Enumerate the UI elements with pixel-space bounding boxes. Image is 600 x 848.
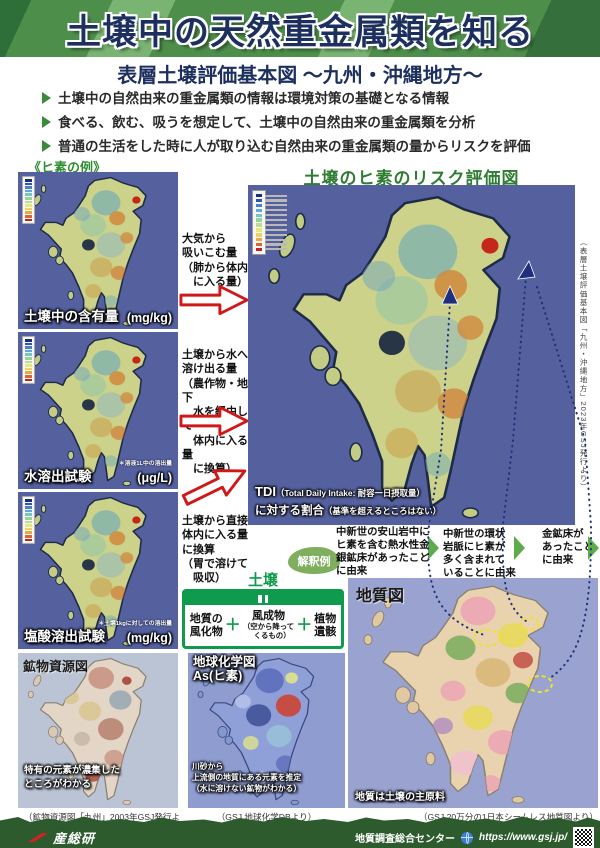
map-label: 地質図 <box>356 588 405 605</box>
aist-brand: 産総研 <box>28 828 95 847</box>
map-label: 地球化学図 As(ヒ素) <box>193 655 256 684</box>
tdi-line2: に対する割合 <box>255 505 324 517</box>
risk-map-legend <box>252 190 287 256</box>
gsj-url-link[interactable]: https://www.gsj.jp/ <box>479 832 567 843</box>
map-caption: （GSJ 地球化学DBより） <box>216 812 317 822</box>
map-legend <box>22 336 35 385</box>
map-water-leach: 水溶出試験 ＊溶液1L中の溶出量 (μg/L) <box>18 332 178 489</box>
map-soil-content: 土壌中の含有量 (mg/kg) <box>18 172 178 329</box>
interpretation-1: 中新世の安山岩中に ヒ素を含む熱水性金 銀鉱床があったこと に由来 <box>336 527 430 577</box>
soil-term-aeolian: 風成物 （空から降って くるもの） <box>243 610 294 640</box>
chevron-right-icon <box>514 536 525 560</box>
risk-map: TDI（Total Daily Intake: 耐容一日摂取量） に対する割合（… <box>248 185 575 525</box>
map-unit: (mg/kg) <box>126 631 172 645</box>
map-label: 土壌中の含有量 <box>24 309 119 324</box>
chevron-right-icon <box>428 536 439 560</box>
map-mineral-resources: 鉱物資源図 特有の元素が濃集した ところがわかる <box>18 653 178 808</box>
soil-equation-box: 地質の 風化物 ＋ 風成物 （空から降って くるもの） ＋ 植物 遺骸 <box>182 589 344 649</box>
bullet-3: 普通の生活をした時に人が取り込む自然由来の重金属類の量からリスクを評価 <box>42 139 582 155</box>
bullet-arrow-icon <box>42 116 51 128</box>
risk-map-source-caption: （表層土壌評価基本図「九州・沖縄地方」2023年GSJ発行より） <box>579 238 588 492</box>
map-geochemical: 地球化学図 As(ヒ素) 川砂から 上流側の地質にある元素を推定 （水に溶けない… <box>188 653 345 808</box>
tdi-abbr: TDI <box>255 484 276 499</box>
tdi-paren: （Total Daily Intake: 耐容一日摂取量） <box>275 488 425 498</box>
map-note: 地質は土壌の主原料 <box>355 792 445 803</box>
map-caption: （GSJ 20万分の1日本シームレス地質図より） <box>418 812 598 822</box>
map-label: 鉱物資源図 <box>23 659 89 674</box>
pathway-direct-text: 土壌から直接 体内に入る量 に換算 （胃で溶けて 吸収） <box>182 515 248 585</box>
equals-icon <box>185 592 341 605</box>
globe-icon <box>461 831 474 844</box>
soil-term-plant: 植物 遺骸 <box>314 612 337 638</box>
qr-code <box>573 827 594 848</box>
plus-sign: ＋ <box>224 616 241 634</box>
map-unit: (μg/L) <box>137 471 172 485</box>
map-unit: (mg/kg) <box>126 311 172 325</box>
map-label: 水溶出試験 <box>24 469 92 484</box>
soil-term-weathered: 地質の 風化物 <box>189 612 223 638</box>
aist-logo-text: 産総研 <box>53 831 96 846</box>
gsj-org-name: 地質調査総合センター <box>355 834 456 845</box>
bullet-2-text: 食べる、飲む、吸うを想定して、土壌中の自然由来の重金属類を分析 <box>58 115 476 130</box>
tdi-line2-paren: （基準を超えるところはない） <box>324 506 441 516</box>
plus-sign: ＋ <box>296 616 313 634</box>
pathway-air-text: 大気から 吸いこむ量 （肺から体内 に入る量） <box>182 233 248 288</box>
red-arrow-icon <box>179 284 249 316</box>
chevron-right-icon <box>588 536 599 560</box>
risk-map-title: 土壌のヒ素のリスク評価図 <box>303 169 520 188</box>
map-geological: 地質図 地質は土壌の主原料 <box>348 578 598 808</box>
map-legend <box>22 176 35 225</box>
interpretation-2: 中新世の環状 岩脈にヒ素が 多く含まれて いることに由来 <box>443 529 516 579</box>
header-banner: 土壌中の天然重金属類を知る <box>0 0 600 57</box>
bullet-arrow-icon <box>42 92 51 104</box>
page-title: 土壌中の天然重金属類を知る <box>65 13 534 52</box>
bullet-1-text: 土壌中の自然由来の重金属類の情報は環境対策の基礎となる情報 <box>58 91 450 106</box>
bullet-arrow-icon <box>42 140 51 152</box>
soil-term-aeolian-sub: （空から降って くるもの） <box>242 621 295 640</box>
map-note: 川砂から 上流側の地質にある元素を推定 （水に溶けない鉱物がわかる） <box>192 762 302 793</box>
map-label: 塩酸溶出試験 <box>24 629 105 644</box>
bullet-2: 食べる、飲む、吸うを想定して、土壌中の自然由来の重金属類を分析 <box>42 115 582 131</box>
soil-equation-title: 土壌 <box>247 572 278 589</box>
red-arrow-icon <box>179 405 249 437</box>
map-note: ＊土壌1kgに対しての溶出量 <box>98 621 172 627</box>
page-subtitle: 表層土壌評価基本図 〜九州・沖縄地方〜 <box>117 65 483 87</box>
map-note: 特有の元素が濃集した ところがわかる <box>24 765 120 790</box>
aist-logo-icon <box>28 833 48 842</box>
bullet-3-text: 普通の生活をした時に人が取り込む自然由来の重金属類の量からリスクを評価 <box>58 139 531 154</box>
map-note: ＊溶液1L中の溶出量 <box>118 461 172 467</box>
interpretation-badge: 解釈例 <box>288 547 340 574</box>
bullet-1: 土壌中の自然由来の重金属類の情報は環境対策の基礎となる情報 <box>42 91 582 107</box>
red-arrow-icon <box>181 469 247 506</box>
map-legend <box>22 496 35 545</box>
soil-term-aeolian-main: 風成物 <box>252 610 285 623</box>
grass-silhouette <box>0 816 600 825</box>
tdi-note: TDI（Total Daily Intake: 耐容一日摂取量） に対する割合（… <box>255 483 441 519</box>
footer-bar: 産総研 地質調査総合センター https://www.gsj.jp/ <box>0 824 600 848</box>
arsenic-example-label: 《ヒ素の例》 <box>28 160 107 175</box>
map-acid-leach: 塩酸溶出試験 ＊土壌1kgに対しての溶出量 (mg/kg) <box>18 492 178 649</box>
